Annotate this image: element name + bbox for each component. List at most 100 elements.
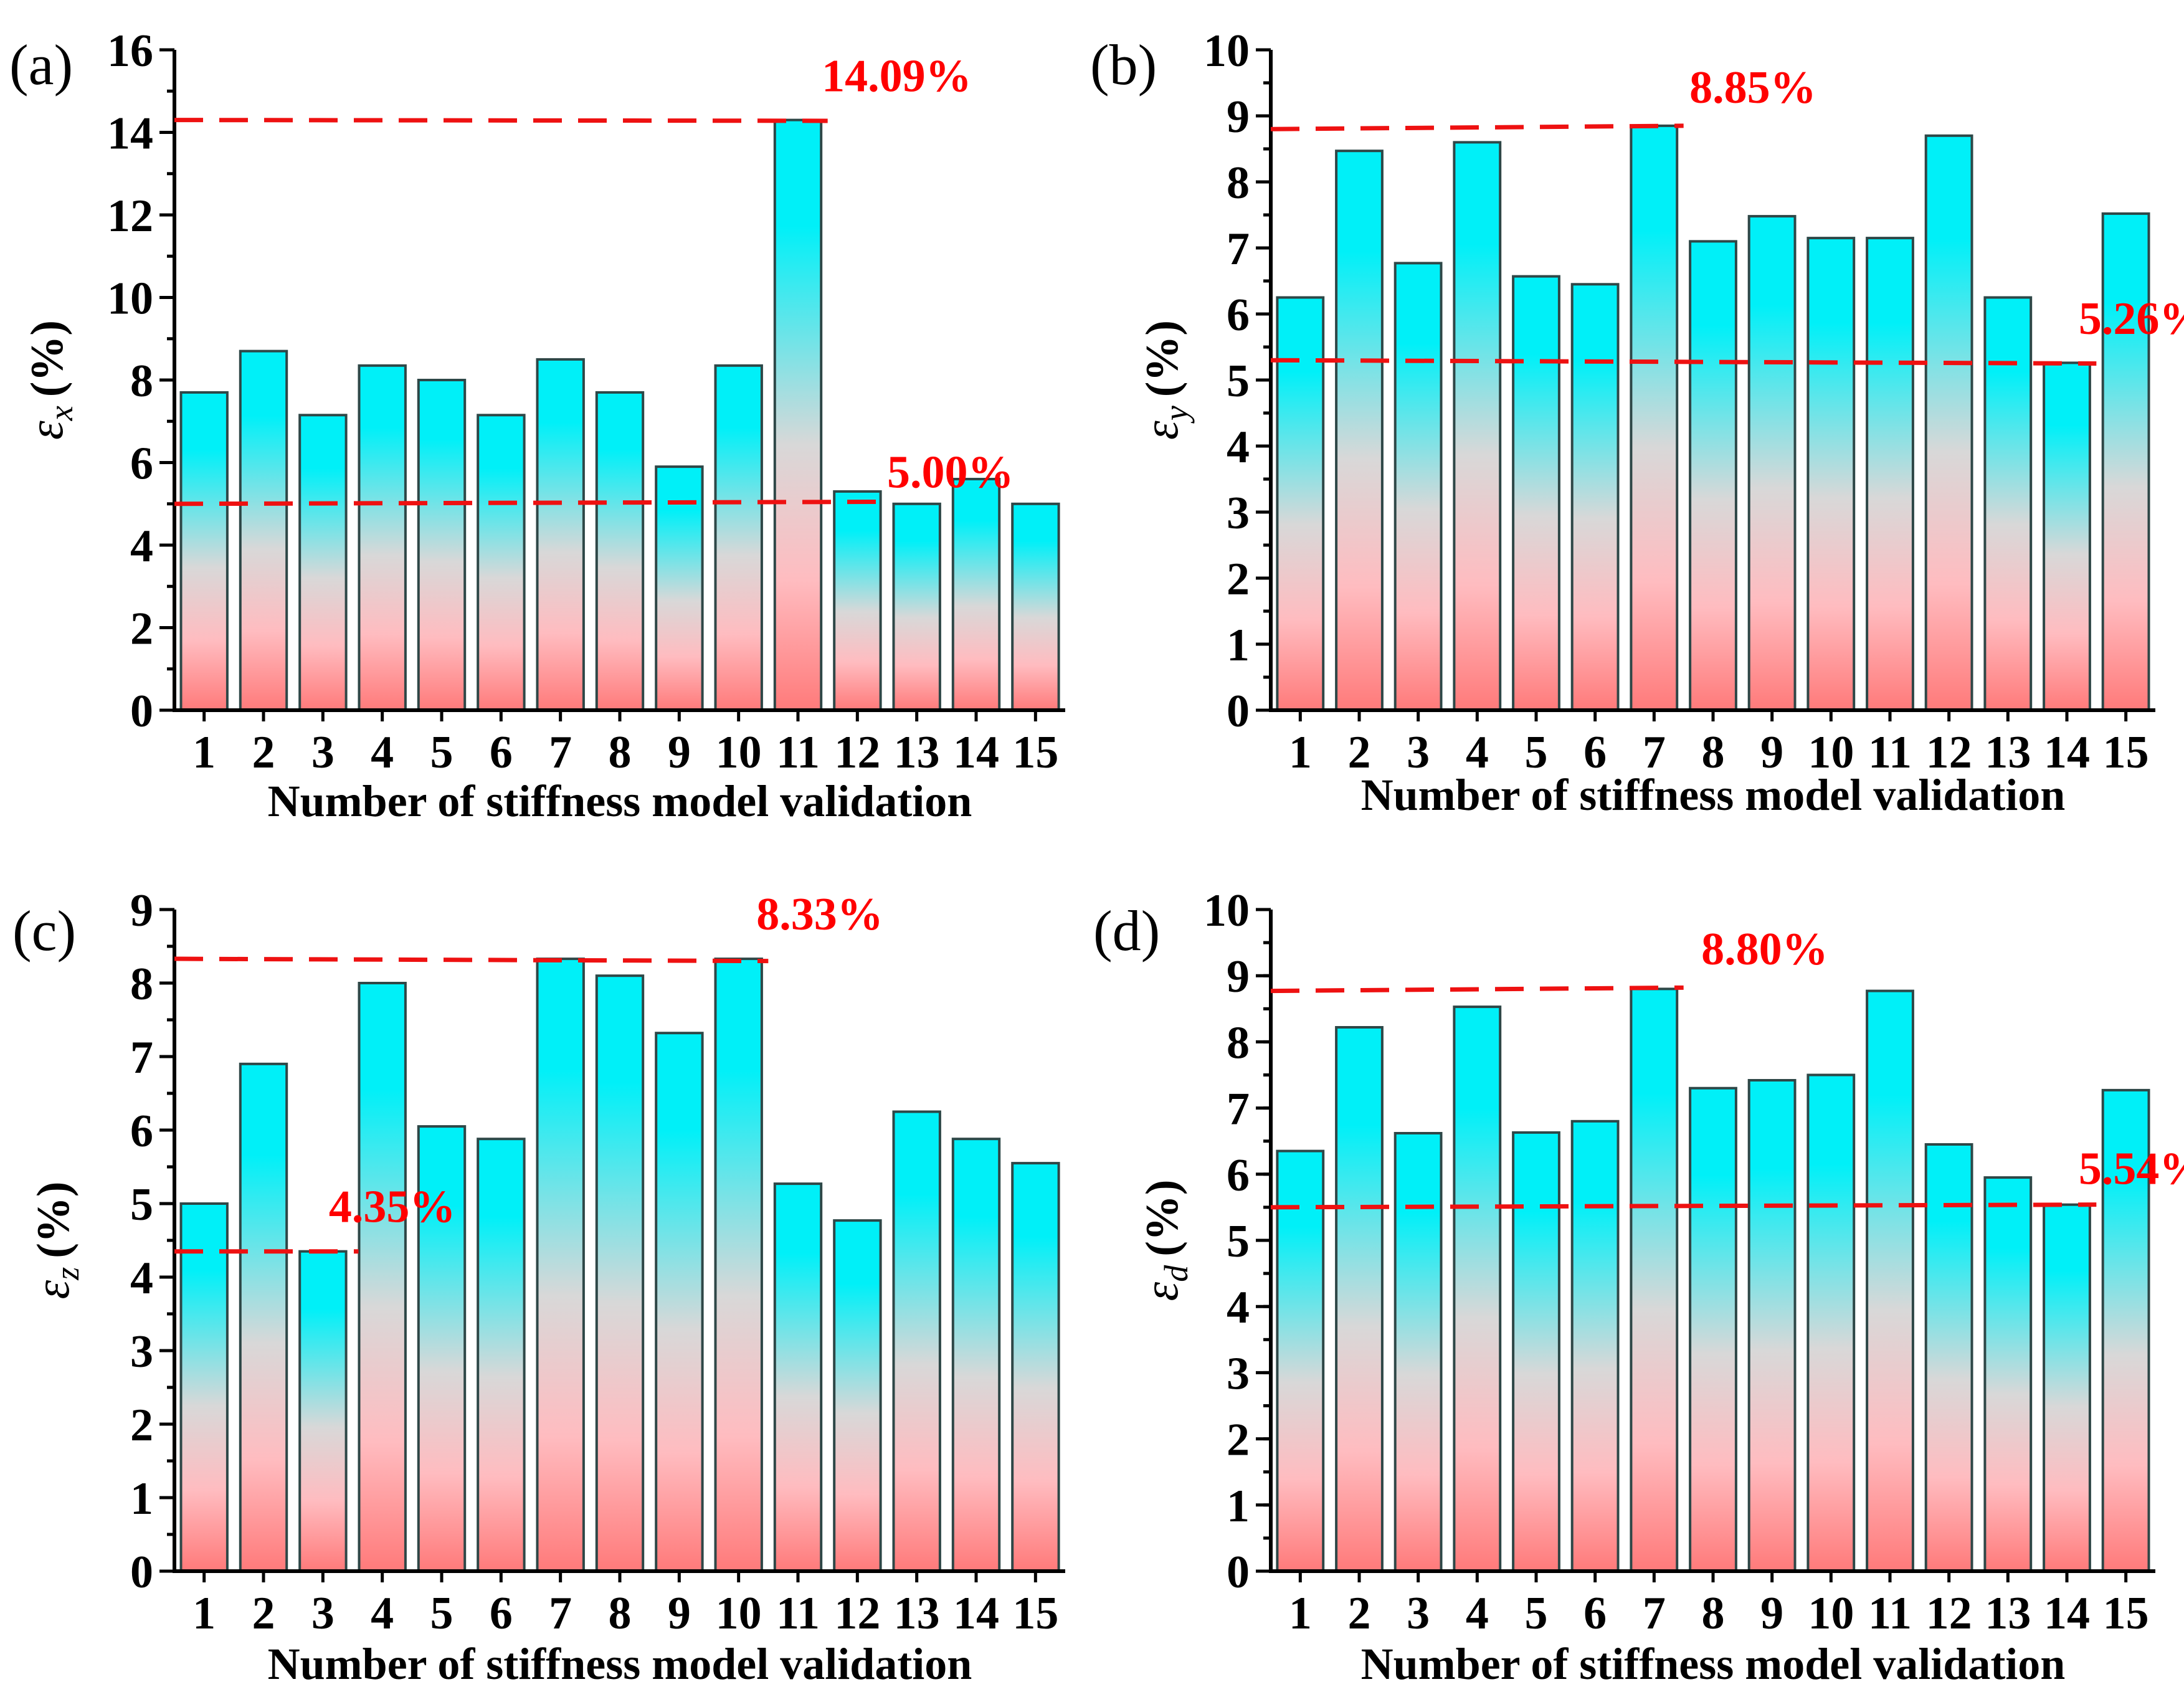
x-tick-label: 5 xyxy=(1525,727,1548,778)
y-tick-label: 10 xyxy=(1204,885,1250,936)
x-tick-label: 6 xyxy=(490,727,513,778)
bar-9 xyxy=(1747,215,1797,712)
bar-14 xyxy=(951,478,1001,711)
y-tick-label: 4 xyxy=(130,521,153,572)
bar-8 xyxy=(595,391,645,712)
bar-12 xyxy=(833,490,882,712)
y-tick-label: 6 xyxy=(130,1106,153,1157)
bar-3 xyxy=(298,1250,348,1572)
x-tick-label: 1 xyxy=(1289,1588,1312,1639)
bar-10 xyxy=(1807,1073,1856,1572)
bar-6 xyxy=(477,1138,526,1572)
x-tick-label: 5 xyxy=(1525,1588,1548,1639)
x-tick-label: 11 xyxy=(1868,1588,1912,1639)
panel-label: (d) xyxy=(1093,899,1160,963)
bar-8 xyxy=(1689,1086,1737,1572)
x-tick-label: 14 xyxy=(2044,1588,2090,1639)
x-tick-label: 12 xyxy=(1926,727,1972,778)
bar-5 xyxy=(417,379,467,711)
bar-7 xyxy=(1630,124,1679,711)
bar-12 xyxy=(1924,1143,1973,1572)
x-tick-label: 3 xyxy=(311,1588,335,1639)
reference-annotation-1: 8.33% xyxy=(756,889,883,940)
y-tick-label: 8 xyxy=(1227,1017,1250,1068)
bar-7 xyxy=(1630,987,1679,1572)
bar-15 xyxy=(2101,212,2150,711)
bar-9 xyxy=(655,465,704,711)
reference-annotation-2: 5.54% xyxy=(2079,1144,2184,1195)
y-tick-label: 5 xyxy=(1227,356,1250,407)
bar-7 xyxy=(536,958,585,1572)
bar-11 xyxy=(1866,237,1914,712)
y-tick-label: 10 xyxy=(107,273,153,325)
y-tick-label: 6 xyxy=(1227,1150,1250,1201)
reference-annotation-1: 14.09% xyxy=(822,50,972,102)
bar-5 xyxy=(1512,1131,1560,1572)
reference-line-1 xyxy=(174,956,769,964)
x-tick-label: 8 xyxy=(609,1588,632,1639)
x-tick-label: 10 xyxy=(1808,1588,1854,1639)
x-tick-label: 14 xyxy=(953,1588,999,1639)
x-tick-label: 11 xyxy=(776,727,820,778)
y-tick-label: 14 xyxy=(107,108,153,159)
x-tick-label: 3 xyxy=(1407,727,1430,778)
x-tick-label: 4 xyxy=(1466,1588,1489,1639)
reference-annotation-2: 5.26% xyxy=(2079,293,2184,345)
bar-1 xyxy=(1276,1149,1325,1572)
bar-13 xyxy=(1983,1176,2033,1572)
x-tick-label: 9 xyxy=(668,727,691,778)
bar-2 xyxy=(1335,150,1384,711)
bar-14 xyxy=(2043,361,2091,711)
x-tick-label: 2 xyxy=(252,727,275,778)
x-tick-label: 8 xyxy=(609,727,632,778)
x-tick-label: 1 xyxy=(1289,727,1312,778)
x-tick-label: 2 xyxy=(1348,1588,1371,1639)
x-tick-label: 8 xyxy=(1702,727,1725,778)
bar-11 xyxy=(773,118,823,712)
y-tick-label: 8 xyxy=(130,356,153,407)
bar-4 xyxy=(358,364,407,711)
x-tick-label: 9 xyxy=(1760,1588,1783,1639)
x-axis-title: Number of stiffness model validation xyxy=(268,1639,972,1689)
x-tick-label: 7 xyxy=(1643,727,1666,778)
bar-2 xyxy=(239,349,288,711)
reference-line-2 xyxy=(1270,358,2097,366)
bar-5 xyxy=(417,1125,467,1572)
bar-14 xyxy=(2043,1203,2091,1572)
x-tick-label: 15 xyxy=(2103,727,2149,778)
bar-6 xyxy=(477,414,526,711)
bar-11 xyxy=(773,1182,823,1572)
bar-3 xyxy=(1393,1132,1443,1572)
bar-13 xyxy=(892,1110,941,1572)
bar-8 xyxy=(595,974,645,1572)
y-axis-title: εz(%) xyxy=(25,1181,86,1299)
y-tick-label: 16 xyxy=(107,26,153,77)
x-tick-label: 10 xyxy=(716,1588,762,1639)
y-axis-title: εx(%) xyxy=(19,320,80,440)
y-tick-label: 6 xyxy=(1227,290,1250,341)
x-tick-label: 5 xyxy=(430,1588,453,1639)
y-tick-label: 7 xyxy=(1227,224,1250,275)
x-tick-label: 3 xyxy=(311,727,335,778)
y-tick-label: 8 xyxy=(130,959,153,1010)
x-tick-label: 4 xyxy=(371,727,394,778)
x-tick-label: 15 xyxy=(1012,1588,1058,1639)
x-tick-label: 4 xyxy=(1466,727,1489,778)
x-tick-label: 7 xyxy=(549,1588,572,1639)
reference-line-1 xyxy=(1270,123,1684,131)
bar-11 xyxy=(1866,989,1914,1572)
reference-annotation-2: 5.00% xyxy=(887,447,1014,498)
x-tick-label: 11 xyxy=(1868,727,1912,778)
y-tick-label: 9 xyxy=(130,885,153,936)
x-tick-label: 8 xyxy=(1702,1588,1725,1639)
y-tick-label: 9 xyxy=(1227,951,1250,1002)
y-tick-label: 8 xyxy=(1227,158,1250,209)
bar-9 xyxy=(655,1032,704,1572)
bar-15 xyxy=(1011,502,1060,712)
y-tick-label: 0 xyxy=(130,1547,153,1598)
bar-1 xyxy=(179,1202,229,1572)
y-tick-label: 4 xyxy=(130,1253,153,1304)
x-axis-title: Number of stiffness model validation xyxy=(1361,770,2066,820)
y-tick-label: 4 xyxy=(1227,1282,1250,1333)
